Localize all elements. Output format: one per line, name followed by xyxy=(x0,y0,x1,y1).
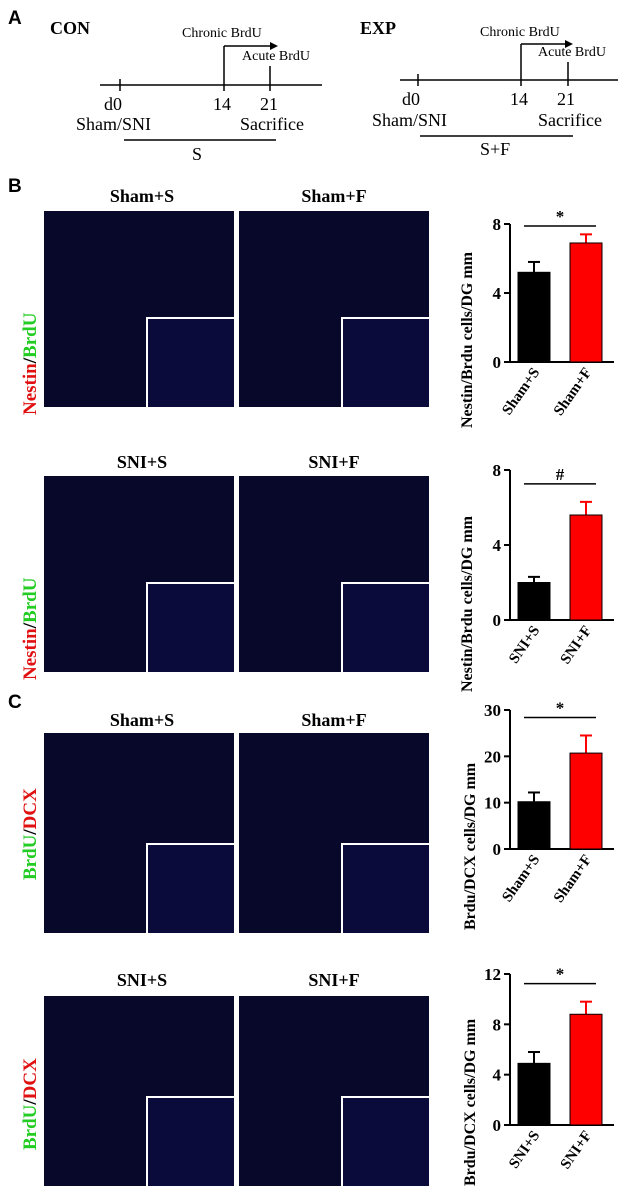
image-title-b2-left: SNI+S xyxy=(116,452,168,472)
significance-marker: * xyxy=(556,207,565,226)
timeline-exp-d0: d0 xyxy=(402,89,420,109)
micrograph-c2-right xyxy=(239,996,429,1186)
timeline-con-acute: Acute BrdU xyxy=(242,49,311,64)
y-tick-label: 4 xyxy=(493,536,502,555)
micrograph-b2-left xyxy=(44,476,234,672)
panel-label-b: B xyxy=(8,176,22,197)
y-tick-label: 0 xyxy=(493,353,502,372)
micrograph-c1-right xyxy=(239,733,429,933)
image-title-c2-left: SNI+S xyxy=(116,970,168,990)
micrograph-inset xyxy=(341,843,429,933)
image-title-b1-left: Sham+S xyxy=(109,186,175,206)
micrograph-inset xyxy=(341,582,429,672)
timeline-con-graphic xyxy=(100,40,618,141)
y-tick-label: 10 xyxy=(484,794,501,813)
bar xyxy=(569,752,603,850)
y-tick-label: 8 xyxy=(493,1015,502,1034)
significance-marker: # xyxy=(556,465,565,484)
micrograph-inset xyxy=(146,582,234,672)
y-tick-label: 8 xyxy=(493,461,502,480)
timeline-exp-acute: Acute BrdU xyxy=(538,45,607,60)
timeline-con-d21: 21 xyxy=(260,94,278,114)
timeline-exp-start: Sham/SNI xyxy=(372,110,448,130)
timeline-con-treatment: S xyxy=(192,144,203,164)
micrograph-b2-right xyxy=(239,476,429,672)
timeline-exp-chronic: Chronic BrdU xyxy=(480,25,560,40)
timeline-con-d14: 14 xyxy=(213,94,231,114)
panel-label-c: C xyxy=(8,692,22,713)
y-tick-label: 0 xyxy=(493,840,502,859)
image-title-b2-right: SNI+F xyxy=(308,452,360,472)
y-tick-label: 20 xyxy=(484,747,501,766)
timeline-con-d0: d0 xyxy=(104,94,122,114)
bar xyxy=(569,514,603,621)
micrograph-inset xyxy=(341,1096,429,1186)
micrograph-inset xyxy=(146,317,234,407)
y-tick-label: 4 xyxy=(493,1066,502,1085)
bar xyxy=(517,801,551,850)
timeline-exp-d14: 14 xyxy=(510,89,528,109)
micrograph-c1-left xyxy=(44,733,234,933)
micrograph-b1-left xyxy=(44,211,234,407)
image-title-c2-right: SNI+F xyxy=(308,970,360,990)
y-tick-label: 0 xyxy=(493,611,502,630)
image-title-b1-right: Sham+F xyxy=(301,186,367,206)
micrograph-c2-left xyxy=(44,996,234,1186)
timeline-exp-title: EXP xyxy=(360,18,396,38)
y-tick-label: 8 xyxy=(493,215,502,234)
micrograph-inset xyxy=(146,843,234,933)
significance-marker: * xyxy=(556,965,565,984)
significance-marker: * xyxy=(556,698,565,717)
micrograph-inset xyxy=(341,317,429,407)
y-tick-label: 12 xyxy=(484,965,501,984)
bar xyxy=(517,582,551,621)
panel-label-a: A xyxy=(8,8,22,29)
bar xyxy=(517,1062,551,1126)
micrograph-inset xyxy=(146,1096,234,1186)
bar xyxy=(569,242,603,363)
timeline-exp-end: Sacrifice xyxy=(538,110,602,130)
timeline-exp-d21: 21 xyxy=(557,89,575,109)
timeline-con-end: Sacrifice xyxy=(240,114,304,134)
image-title-c1-right: Sham+F xyxy=(301,710,367,730)
timeline-con-chronic: Chronic BrdU xyxy=(182,26,262,41)
y-tick-label: 4 xyxy=(493,284,502,303)
y-tick-label: 30 xyxy=(484,701,501,720)
bar xyxy=(569,1013,603,1126)
image-title-c1-left: Sham+S xyxy=(109,710,175,730)
timeline-exp-treatment: S+F xyxy=(480,139,511,159)
micrograph-b1-right xyxy=(239,211,429,407)
y-tick-label: 0 xyxy=(493,1116,502,1135)
timeline-con-start: Sham/SNI xyxy=(76,114,152,134)
category-label: SNI+S xyxy=(506,1128,543,1172)
timeline-con-title: CON xyxy=(50,18,90,38)
bar xyxy=(517,271,551,363)
category-label: SNI+F xyxy=(558,1128,596,1172)
